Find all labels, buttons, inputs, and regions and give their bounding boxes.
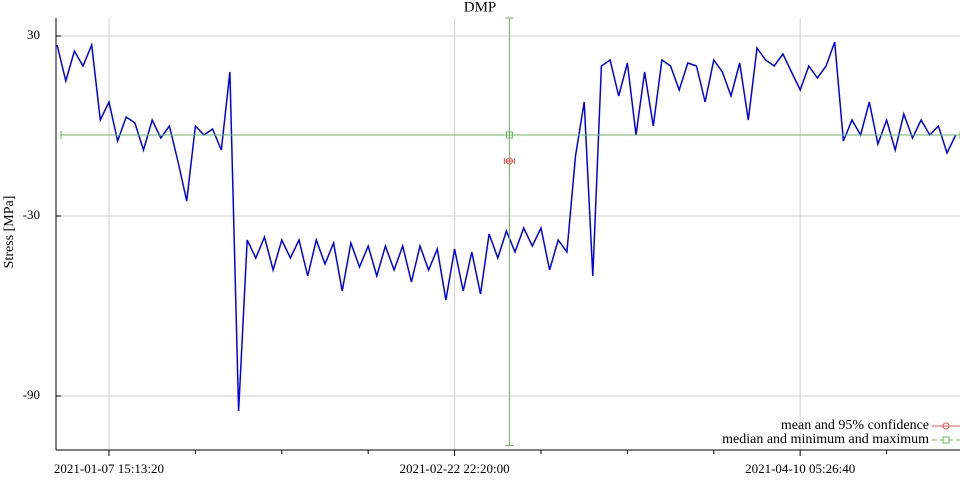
data-line [56, 41, 957, 412]
legend-label: mean and 95% confidence [781, 418, 929, 433]
legend-marker [942, 436, 950, 444]
legend-label: median and minimum and maximum [722, 432, 929, 447]
x-tick-label: 2021-01-07 15:13:20 [54, 461, 164, 476]
y-tick-label: -90 [23, 387, 40, 402]
x-tick-label: 2021-02-22 22:20:00 [399, 461, 509, 476]
x-tick-label: 2021-04-10 05:26:40 [745, 461, 855, 476]
y-tick-label: 30 [27, 27, 40, 42]
legend-marker [942, 422, 950, 430]
mean-marker [505, 157, 513, 165]
chart-title: DMP [464, 0, 497, 15]
y-tick-label: -30 [23, 207, 40, 222]
y-axis-label: Stress [MPa] [2, 196, 17, 269]
median-marker [505, 131, 513, 139]
